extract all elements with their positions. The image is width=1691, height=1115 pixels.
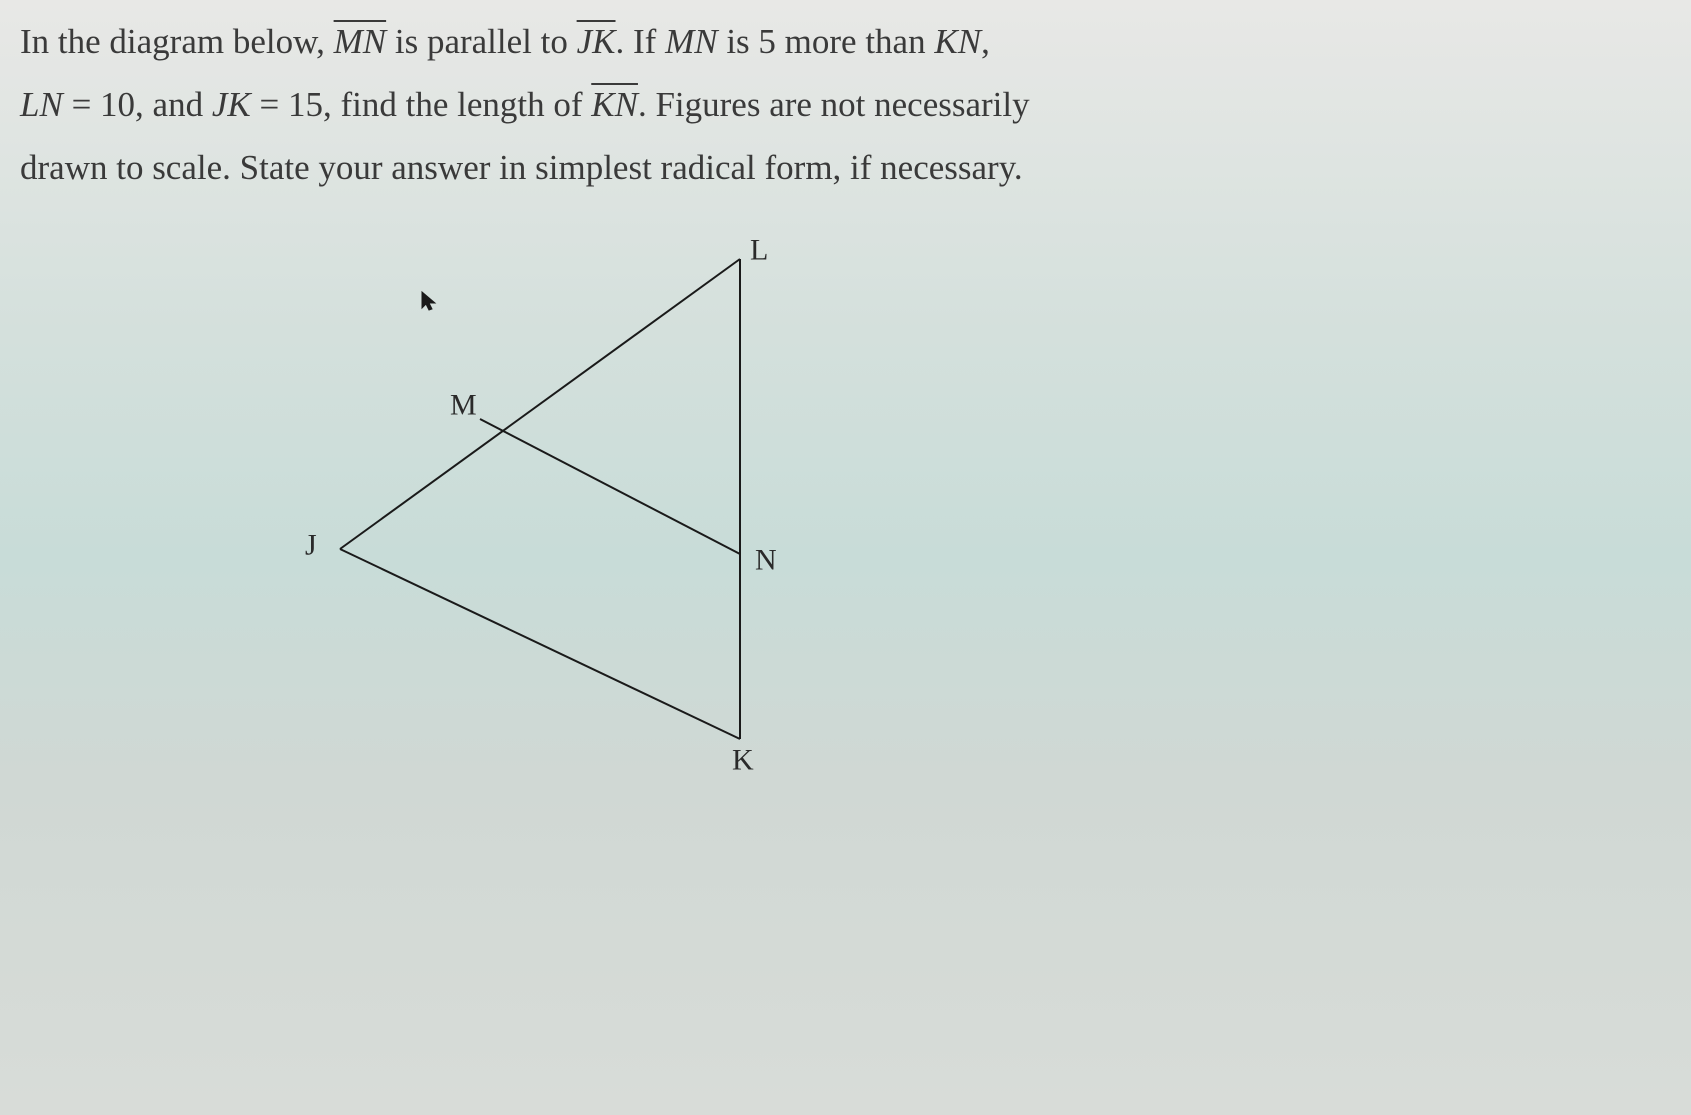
vertex-label-K: K: [732, 744, 754, 777]
segment-jk: JK: [577, 22, 616, 61]
text-segment: . Figures are not necessarily: [638, 85, 1030, 124]
text-segment: ,: [981, 22, 990, 61]
segment-mn: MN: [334, 22, 387, 61]
vertex-label-M: M: [450, 389, 477, 422]
edge-JK: [340, 549, 740, 739]
edge-LJ: [340, 259, 740, 549]
problem-line-1: In the diagram below, MN is parallel to …: [20, 10, 1671, 73]
vertex-label-L: L: [750, 239, 768, 267]
vertex-label-N: N: [755, 544, 777, 577]
vertex-label-J: J: [305, 529, 317, 562]
problem-statement: In the diagram below, MN is parallel to …: [20, 10, 1671, 199]
problem-line-2: LN = 10, and JK = 15, find the length of…: [20, 73, 1671, 136]
var-ln: LN: [20, 85, 63, 124]
var-mn: MN: [665, 22, 718, 61]
text-segment: is parallel to: [386, 22, 577, 61]
text-segment: drawn to scale. State your answer in sim…: [20, 148, 1023, 187]
text-segment: = 15, find the length of: [251, 85, 592, 124]
text-segment: . If: [616, 22, 666, 61]
var-kn: KN: [934, 22, 981, 61]
text-segment: In the diagram below,: [20, 22, 334, 61]
segment-kn: KN: [591, 85, 638, 124]
edge-MN: [480, 419, 740, 554]
text-segment: = 10, and: [63, 85, 212, 124]
var-jk: JK: [212, 85, 251, 124]
diagram-svg: L M J N K: [300, 239, 1000, 839]
problem-line-3: drawn to scale. State your answer in sim…: [20, 136, 1671, 199]
text-segment: is 5 more than: [718, 22, 935, 61]
geometry-diagram: L M J N K: [300, 239, 1000, 839]
